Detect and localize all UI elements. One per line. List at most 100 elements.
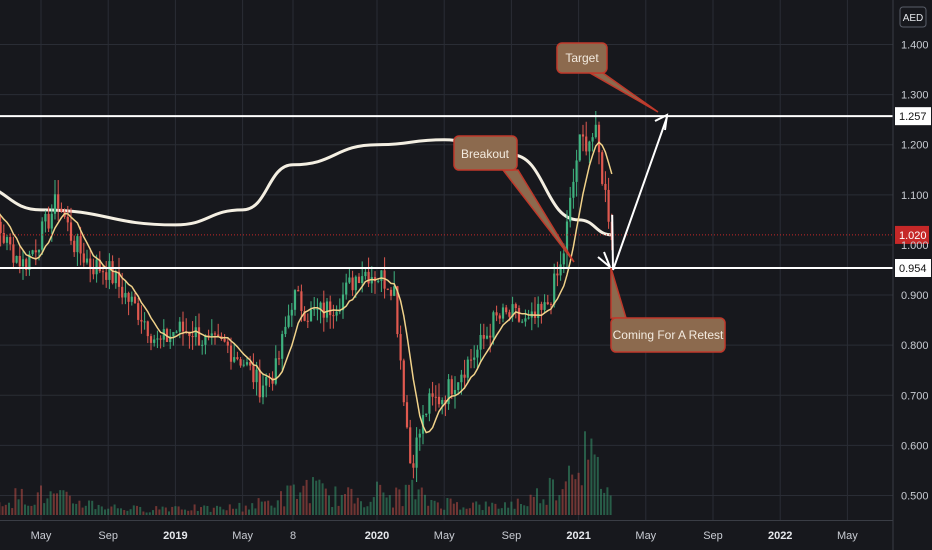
volume-bar [401,506,404,515]
candle-body [562,253,565,265]
volume-bar [123,510,126,515]
volume-bar [385,497,388,515]
candle-body [601,152,604,184]
volume-bar [350,488,353,515]
volume-bar [465,508,468,515]
volume-bar [443,509,446,515]
candle-body [201,344,204,346]
volume-bar [94,509,97,515]
callout-label: Target [565,51,599,65]
volume-bar [404,484,407,515]
price-tick-label: 1.300 [901,90,929,102]
volume-bar [8,502,10,515]
volume-bar [456,502,458,515]
volume-bar [193,504,196,515]
candle-body [453,389,457,395]
candle-body [153,339,156,343]
volume-bar [24,504,26,515]
volume-bar [545,504,548,515]
volume-bar [88,500,90,515]
volume-bar [427,505,430,515]
candle-body [546,302,549,305]
current-price-label: 1.020 [899,230,927,242]
candle-body [393,286,396,296]
candle-body [284,326,287,335]
candle-body [117,271,121,287]
time-axis[interactable]: May Sep 2019 May 8 2020 May Sep 2021 May Sep 2022 Ma… [0,520,893,543]
retest-arrowhead [597,251,611,268]
candle-body [130,296,133,302]
candle-body [604,183,607,190]
callout-box [556,42,608,74]
time-tick-label: May [837,530,858,542]
volume-bar [542,499,545,515]
volume-bar [75,503,78,515]
candle-body [380,270,383,281]
candle-body [31,250,34,255]
volume-bar [283,506,286,515]
candle-body [265,377,268,386]
candle-body [588,141,591,152]
candle-body [252,365,255,383]
volume-bar [302,485,305,515]
volume-bar [337,505,340,515]
candle-body [569,197,572,222]
candle-body [607,189,610,222]
volume-bar [552,479,554,515]
candle-body [140,319,143,322]
candle-body [12,244,15,263]
volume-bar [555,500,558,515]
volume-bar [187,510,190,515]
volume-bar [574,479,577,515]
candle-body [172,332,175,337]
volume-bar [436,502,439,515]
volume-bar [315,480,318,515]
volume-bar [558,495,561,515]
candle-body [274,358,277,384]
price-axis[interactable]: 1.400 1.300 1.200 1.100 1.000 0.900 0.800 0.700… [901,40,929,503]
volume-bar [504,502,506,515]
candle-body [261,385,265,398]
volume-bar [603,492,606,515]
volume-bar [222,509,225,515]
volume-bar [340,494,343,515]
volume-bar [356,497,359,515]
candle-body [255,369,258,383]
current-price-tag [895,225,929,244]
volume-bar [513,508,516,515]
candle-body [313,308,316,310]
candle-body [316,308,319,310]
volume-bar [606,487,609,515]
volume-bar [312,477,314,515]
volume-bar [168,511,170,515]
volume-bar [564,481,567,515]
candle-body [409,427,412,464]
candle-body [290,309,293,316]
volume-bar [72,503,74,515]
volume-bar [110,506,113,515]
volume-bar [78,500,81,515]
candle-body [329,301,332,316]
currency-badge[interactable]: AED [899,6,927,28]
callout-label: Breakout [461,147,510,161]
volume-bar [219,506,222,515]
horizontal-levels: 1.257 0.954 1.020 [0,107,931,277]
volume-bar [200,507,202,515]
candle-body [137,303,140,320]
volume-bar [241,511,244,515]
candle-body [18,255,21,267]
candle-body [527,317,530,319]
volume-bar [590,438,593,515]
candle-body [105,272,108,280]
volume-bar [596,456,599,515]
volume-bar [190,510,193,515]
volume-bar [65,491,68,515]
candle-body [25,259,28,270]
candle-body [0,221,2,233]
volume-bar [488,506,490,515]
candle-body [287,315,290,327]
price-tick-label: 1.000 [901,240,929,252]
candle-body [300,291,303,311]
candle-body [540,303,543,310]
